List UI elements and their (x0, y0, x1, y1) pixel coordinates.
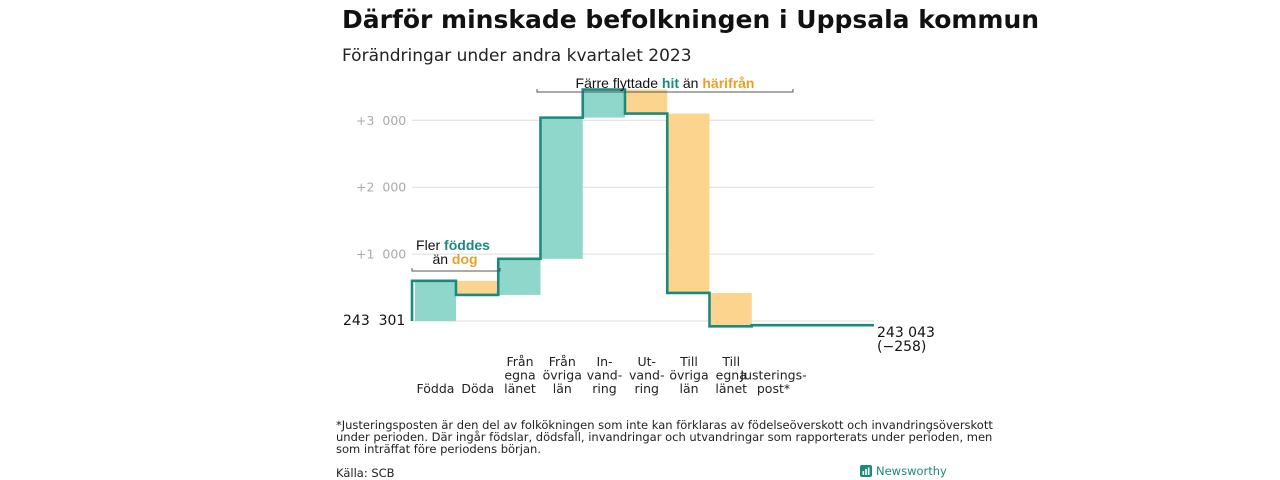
source-label: Källa: SCB (336, 466, 395, 480)
y-tick-label: +2 000 (356, 180, 406, 195)
category-label: Ut- (637, 354, 656, 369)
category-label: ring (592, 381, 616, 396)
end-value-label: 243 043 (877, 325, 935, 341)
category-label: övriga (543, 368, 582, 383)
end-change-label: (−258) (877, 339, 926, 355)
category-labels: Födda DödaFrånegnalänetFrånövrigalänIn-va… (417, 354, 807, 396)
category-label: Från (506, 354, 533, 369)
bar-increase (584, 89, 625, 118)
bar-decrease (710, 292, 752, 327)
category-label: vand- (587, 368, 622, 383)
category-label: Födda (417, 381, 455, 396)
category-label: Till (721, 354, 740, 369)
bar-decrease (668, 113, 710, 293)
y-axis-ticks: +1 000 +2 000 +3 000 (356, 113, 406, 262)
migration-ann-bold1: hit (662, 75, 679, 91)
births-annotation: Fler föddes än dog (411, 237, 501, 272)
category-label: länet (504, 381, 536, 396)
category-label: län (553, 381, 572, 396)
footnote-line-2: under perioden. Där ingår födslar, dödsf… (336, 430, 992, 444)
svg-text:Färre flyttade hit än härifrån: Färre flyttade hit än härifrån (576, 75, 755, 91)
migration-annotation: Färre flyttade hit än härifrån (536, 75, 794, 93)
cumulative-step-line (410, 88, 874, 328)
chart-subtitle: Förändringar under andra kvartalet 2023 (342, 46, 692, 66)
category-label: Döda (461, 381, 494, 396)
chart-title: Därför minskade befolkningen i Uppsala k… (342, 5, 1039, 34)
brand-name: Newsworthy (876, 464, 947, 478)
newsworthy-logo: Newsworthy (860, 464, 947, 478)
category-label: Till (679, 354, 698, 369)
y-tick-label: +3 000 (356, 113, 406, 128)
bar-increase (499, 258, 541, 295)
category-label: post* (757, 381, 790, 396)
migration-ann-bold2: härifrån (702, 75, 754, 91)
bar-decrease (626, 89, 668, 114)
category-label: egna (716, 368, 747, 383)
cumulative-line (410, 88, 874, 328)
category-label: In- (596, 354, 612, 369)
svg-text:Fler föddes: Fler föddes (416, 237, 490, 253)
svg-text:än dog: än dog (432, 251, 477, 267)
births-ann-text1: Fler (416, 237, 444, 253)
footnote-line-1: *Justeringsposten är den del av folkökni… (336, 418, 993, 432)
category-label: Justerings- (739, 368, 806, 383)
births-ann-text2: än (432, 251, 451, 267)
migration-bracket (536, 89, 794, 93)
births-ann-bold2: dog (452, 251, 478, 267)
gridlines (412, 119, 874, 322)
footnote-line-3: som inträffat före periodens början. (336, 442, 541, 456)
bar-increase (541, 117, 583, 259)
bars (415, 89, 794, 327)
births-bracket (411, 268, 501, 272)
start-value-label: 243 301 (343, 313, 405, 329)
category-label: Från (549, 354, 576, 369)
bar-increase (415, 280, 456, 321)
category-label: ring (635, 381, 659, 396)
y-tick-label: +1 000 (356, 247, 406, 262)
category-label: vand- (629, 368, 664, 383)
category-label: länet (715, 381, 747, 396)
migration-ann-text2: än (679, 75, 702, 91)
category-label: övriga (669, 368, 708, 383)
category-label: län (679, 381, 698, 396)
births-ann-bold1: föddes (444, 237, 490, 253)
category-label: egna (504, 368, 535, 383)
bar-decrease (457, 280, 499, 295)
migration-ann-text1: Färre flyttade (576, 75, 662, 91)
